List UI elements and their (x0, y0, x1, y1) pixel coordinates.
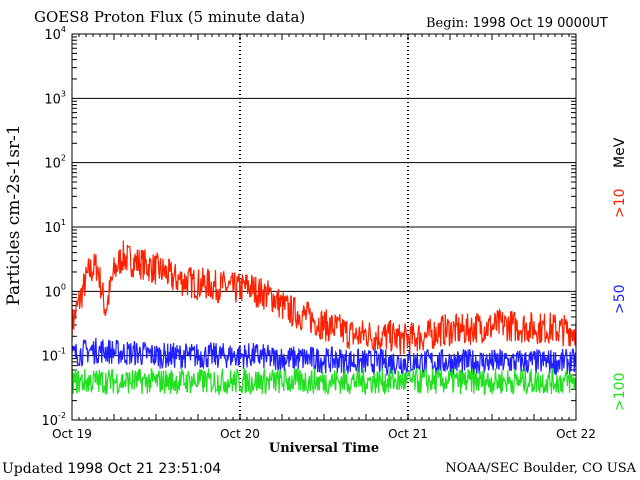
series-line-1 (71, 337, 577, 377)
updated-label: Updated (2, 461, 63, 477)
series-line-0 (71, 240, 577, 355)
begin-label: Begin: (426, 16, 469, 31)
begin-value: 1998 Oct 19 0000UT (472, 16, 608, 31)
begin-time: Begin: 1998 Oct 19 0000UT (426, 16, 608, 31)
updated-timestamp: Updated 1998 Oct 21 23:51:04 (2, 461, 221, 477)
x-axis-label: Universal Time (268, 441, 380, 456)
x-tick-label: Oct 19 (52, 427, 92, 441)
y-tick-label: 102 (44, 154, 66, 172)
y-tick-label: 10-1 (41, 347, 66, 365)
y-tick-label: 100 (44, 282, 66, 300)
y-tick-label: 103 (44, 89, 66, 107)
updated-value: 1998 Oct 21 23:51:04 (67, 461, 222, 477)
chart-title: GOES8 Proton Flux (5 minute data) (34, 8, 306, 26)
plot-frame (71, 33, 577, 421)
credit-line: NOAA/SEC Boulder, CO USA (445, 461, 636, 476)
y-tick-label: 101 (44, 218, 66, 236)
y-tick-label: 10-2 (41, 411, 66, 429)
x-tick-label: Oct 20 (220, 427, 260, 441)
series-line-2 (71, 367, 577, 397)
y-tick-label: 104 (44, 25, 66, 43)
x-tick-label: Oct 22 (556, 427, 596, 441)
x-tick-label: Oct 21 (388, 427, 428, 441)
